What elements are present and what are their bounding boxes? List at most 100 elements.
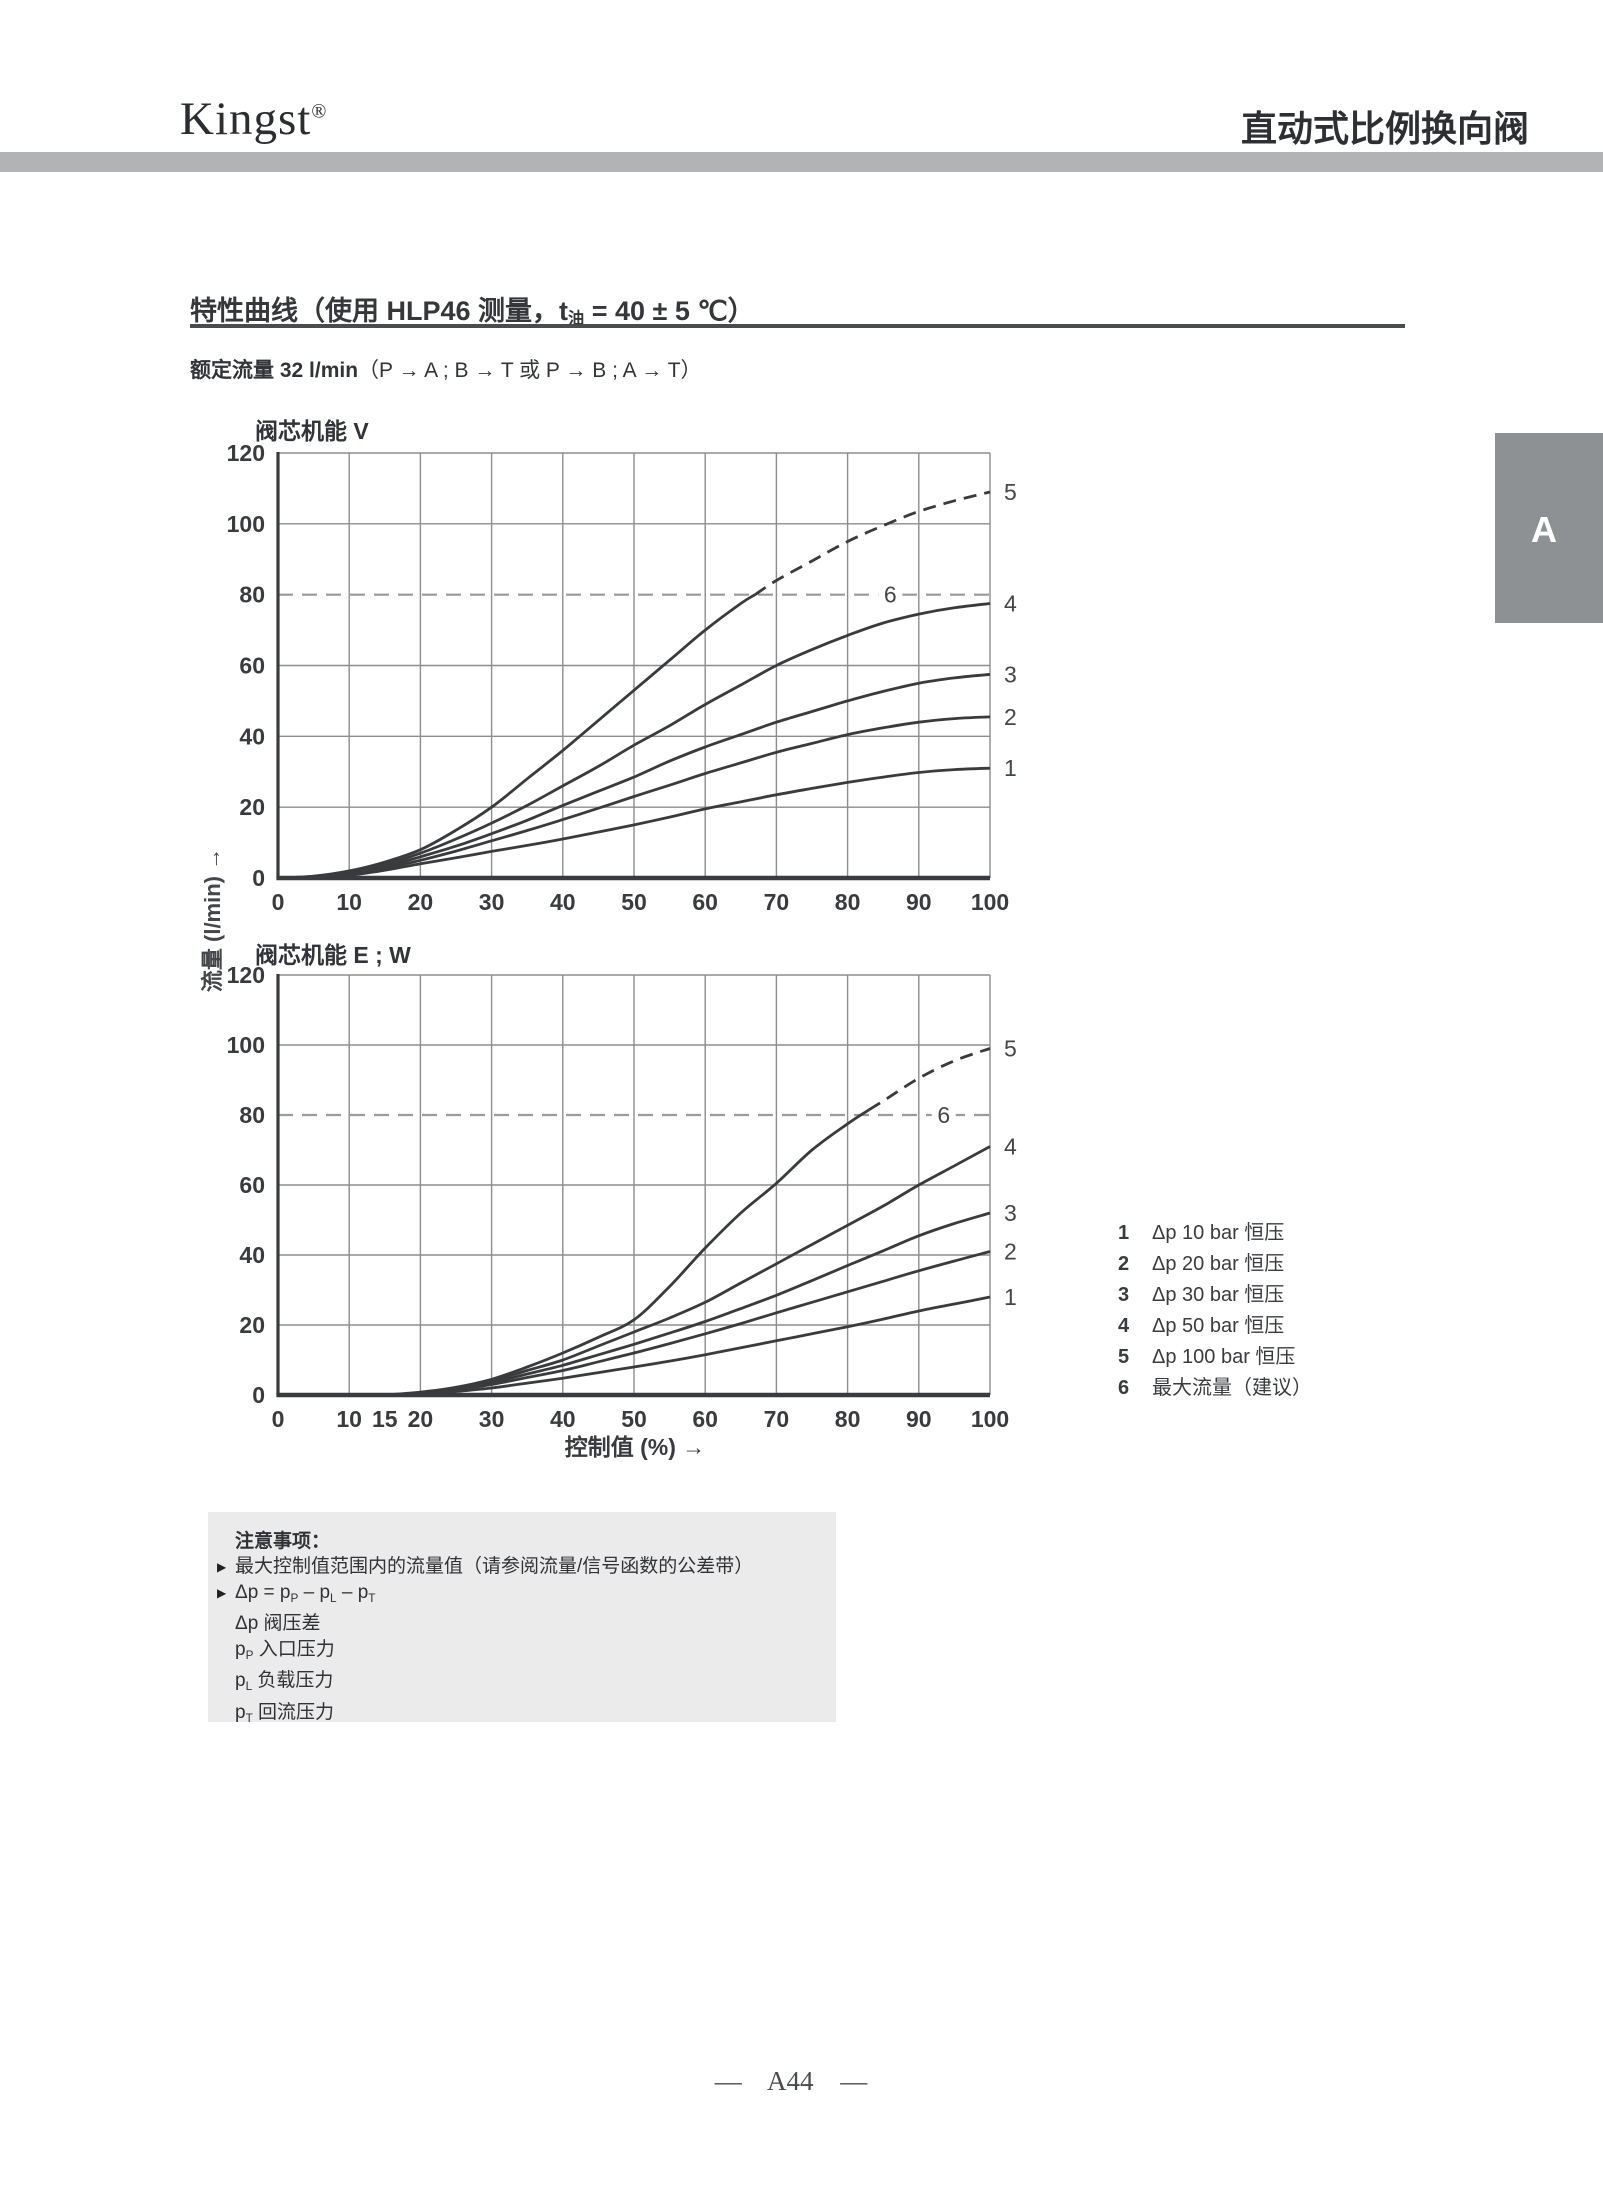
x-tick-40: 40 — [550, 1406, 576, 1432]
y-tick-100: 100 — [227, 1032, 265, 1058]
x-axis-label: 控制值 (%) → — [564, 1434, 706, 1460]
section-title: 特性曲线（使用 HLP46 测量，t油 = 40 ± 5 ℃） — [190, 289, 755, 329]
curve-5-dashed — [868, 1047, 991, 1111]
x-tick-90: 90 — [906, 1406, 932, 1432]
x-tick-50: 50 — [621, 1406, 647, 1432]
legend-curve-label: Δp 30 bar 恒压 — [1152, 1284, 1285, 1306]
curve-1 — [277, 766, 991, 880]
note-line: ▶ Δp = pP – pL – pT — [217, 1581, 376, 1605]
y-tick-80: 80 — [239, 1102, 265, 1128]
chart-v-title: 阀芯机能 V — [255, 418, 369, 444]
y-tick-80: 80 — [239, 582, 265, 608]
x-tick-0: 0 — [272, 1406, 285, 1432]
legend-curve-number: 4 — [1118, 1315, 1130, 1337]
curve-label-5: 5 — [1004, 479, 1017, 505]
bullet-triangle-icon: ▶ — [217, 1560, 227, 1574]
x-tick-100: 100 — [971, 889, 1009, 915]
curve-label-3: 3 — [1004, 661, 1017, 687]
curve-label-1: 1 — [1004, 1284, 1017, 1310]
rated-flow-value: 额定流量 32 l/min — [190, 359, 359, 382]
y-tick-0: 0 — [252, 1382, 265, 1408]
section-title-paren: （使用 HLP46 测量，t油 = 40 ± 5 ℃） — [298, 296, 755, 328]
curve-1 — [391, 1295, 991, 1397]
legend-curve-label: Δp 100 bar 恒压 — [1152, 1346, 1296, 1368]
curve-label-3: 3 — [1004, 1200, 1017, 1226]
legend-row: 4 Δp 50 bar 恒压 — [1118, 1315, 1312, 1337]
legend-curve-label: Δp 50 bar 恒压 — [1152, 1315, 1285, 1337]
x-tick-40: 40 — [550, 889, 576, 915]
curve-2 — [391, 1250, 991, 1397]
curve-2 — [277, 715, 991, 880]
curve-label-4: 4 — [1004, 1134, 1017, 1160]
y-tick-60: 60 — [239, 653, 265, 679]
x-tick-30: 30 — [479, 1406, 505, 1432]
note-line: Δp 阀压差 — [235, 1613, 321, 1634]
curve-5 — [277, 593, 756, 880]
legend-curve-number: 1 — [1118, 1222, 1130, 1244]
page-title: 直动式比例换向阀 — [1240, 108, 1529, 149]
x-tick-0: 0 — [272, 889, 285, 915]
legend-curve-label: 最大流量（建议） — [1152, 1377, 1312, 1399]
x-tick-70: 70 — [764, 889, 790, 915]
note-box: 注意事项： ▶ 最大控制值范围内的流量值（请参阅流量/信号函数的公差带） ▶ Δp =… — [208, 1512, 836, 1725]
curve-3 — [277, 673, 991, 880]
x-tick-20: 20 — [408, 1406, 434, 1432]
curve-label-4: 4 — [1004, 591, 1017, 617]
x-tick-60: 60 — [692, 889, 718, 915]
x-tick-20: 20 — [408, 889, 434, 915]
rated-flow-subtitle: 额定流量 32 l/min（P → A ; B → T 或 P → B ; A … — [190, 354, 702, 384]
x-tick-90: 90 — [906, 889, 932, 915]
note-title: 注意事项： — [235, 1531, 331, 1552]
y-tick-0: 0 — [252, 865, 265, 891]
y-tick-120: 120 — [227, 440, 265, 466]
brand-logo: Kingst® — [180, 92, 327, 146]
note-line: pL 负载压力 — [235, 1670, 334, 1693]
y-tick-120: 120 — [227, 962, 265, 988]
legend-curve-number: 3 — [1118, 1284, 1130, 1306]
curve-3 — [391, 1211, 991, 1397]
side-tab-label: A — [1531, 509, 1557, 550]
legend-curve-number: 5 — [1118, 1346, 1130, 1368]
curve-label-6: 6 — [884, 582, 897, 608]
brand-logo-text: Kingst — [180, 93, 312, 145]
x-tick-100: 100 — [971, 1406, 1009, 1432]
page-number: — A44 — — [714, 2066, 868, 2096]
note-line: pP 入口压力 — [235, 1638, 335, 1662]
y-tick-20: 20 — [239, 794, 265, 820]
chart-ew-title: 阀芯机能 E ; W — [255, 942, 411, 968]
y-tick-20: 20 — [239, 1312, 265, 1338]
section-title-main: 特性曲线 — [190, 296, 298, 326]
x-tick-70: 70 — [764, 1406, 790, 1432]
y-tick-40: 40 — [239, 723, 265, 749]
legend-row: 6 最大流量（建议） — [1118, 1377, 1312, 1399]
legend-curve-label: Δp 10 bar 恒压 — [1152, 1222, 1285, 1244]
y-tick-100: 100 — [227, 511, 265, 537]
section-title-rule — [190, 324, 1405, 328]
curve-4 — [277, 602, 991, 880]
y-axis-label: 流量 (l/min) → — [200, 847, 225, 993]
curve-5-dashed — [754, 490, 991, 596]
legend-curve-number: 6 — [1118, 1377, 1130, 1399]
legend-row: 5 Δp 100 bar 恒压 — [1118, 1346, 1312, 1368]
x-tick-10: 10 — [336, 889, 362, 915]
legend-row: 3 Δp 30 bar 恒压 — [1118, 1284, 1312, 1306]
x-tick-80: 80 — [835, 889, 861, 915]
x-tick-15: 15 — [372, 1406, 398, 1432]
note-line: pT 回流压力 — [235, 1701, 335, 1725]
oil-subscript: 油 — [568, 310, 585, 328]
side-tab: A — [1495, 433, 1603, 623]
x-tick-60: 60 — [692, 1406, 718, 1432]
curve-label-2: 2 — [1004, 704, 1017, 730]
note-line: ▶ 最大控制值范围内的流量值（请参阅流量/信号函数的公差带） — [208, 1554, 836, 1580]
registered-mark: ® — [311, 100, 328, 123]
x-tick-50: 50 — [621, 889, 647, 915]
legend-row: 1 Δp 10 bar 恒压 — [1118, 1222, 1312, 1244]
y-tick-60: 60 — [239, 1172, 265, 1198]
legend-row: 2 Δp 20 bar 恒压 — [1118, 1253, 1312, 1275]
header-divider-bar — [0, 152, 1603, 172]
curve-label-2: 2 — [1004, 1239, 1017, 1265]
y-tick-40: 40 — [239, 1242, 265, 1268]
